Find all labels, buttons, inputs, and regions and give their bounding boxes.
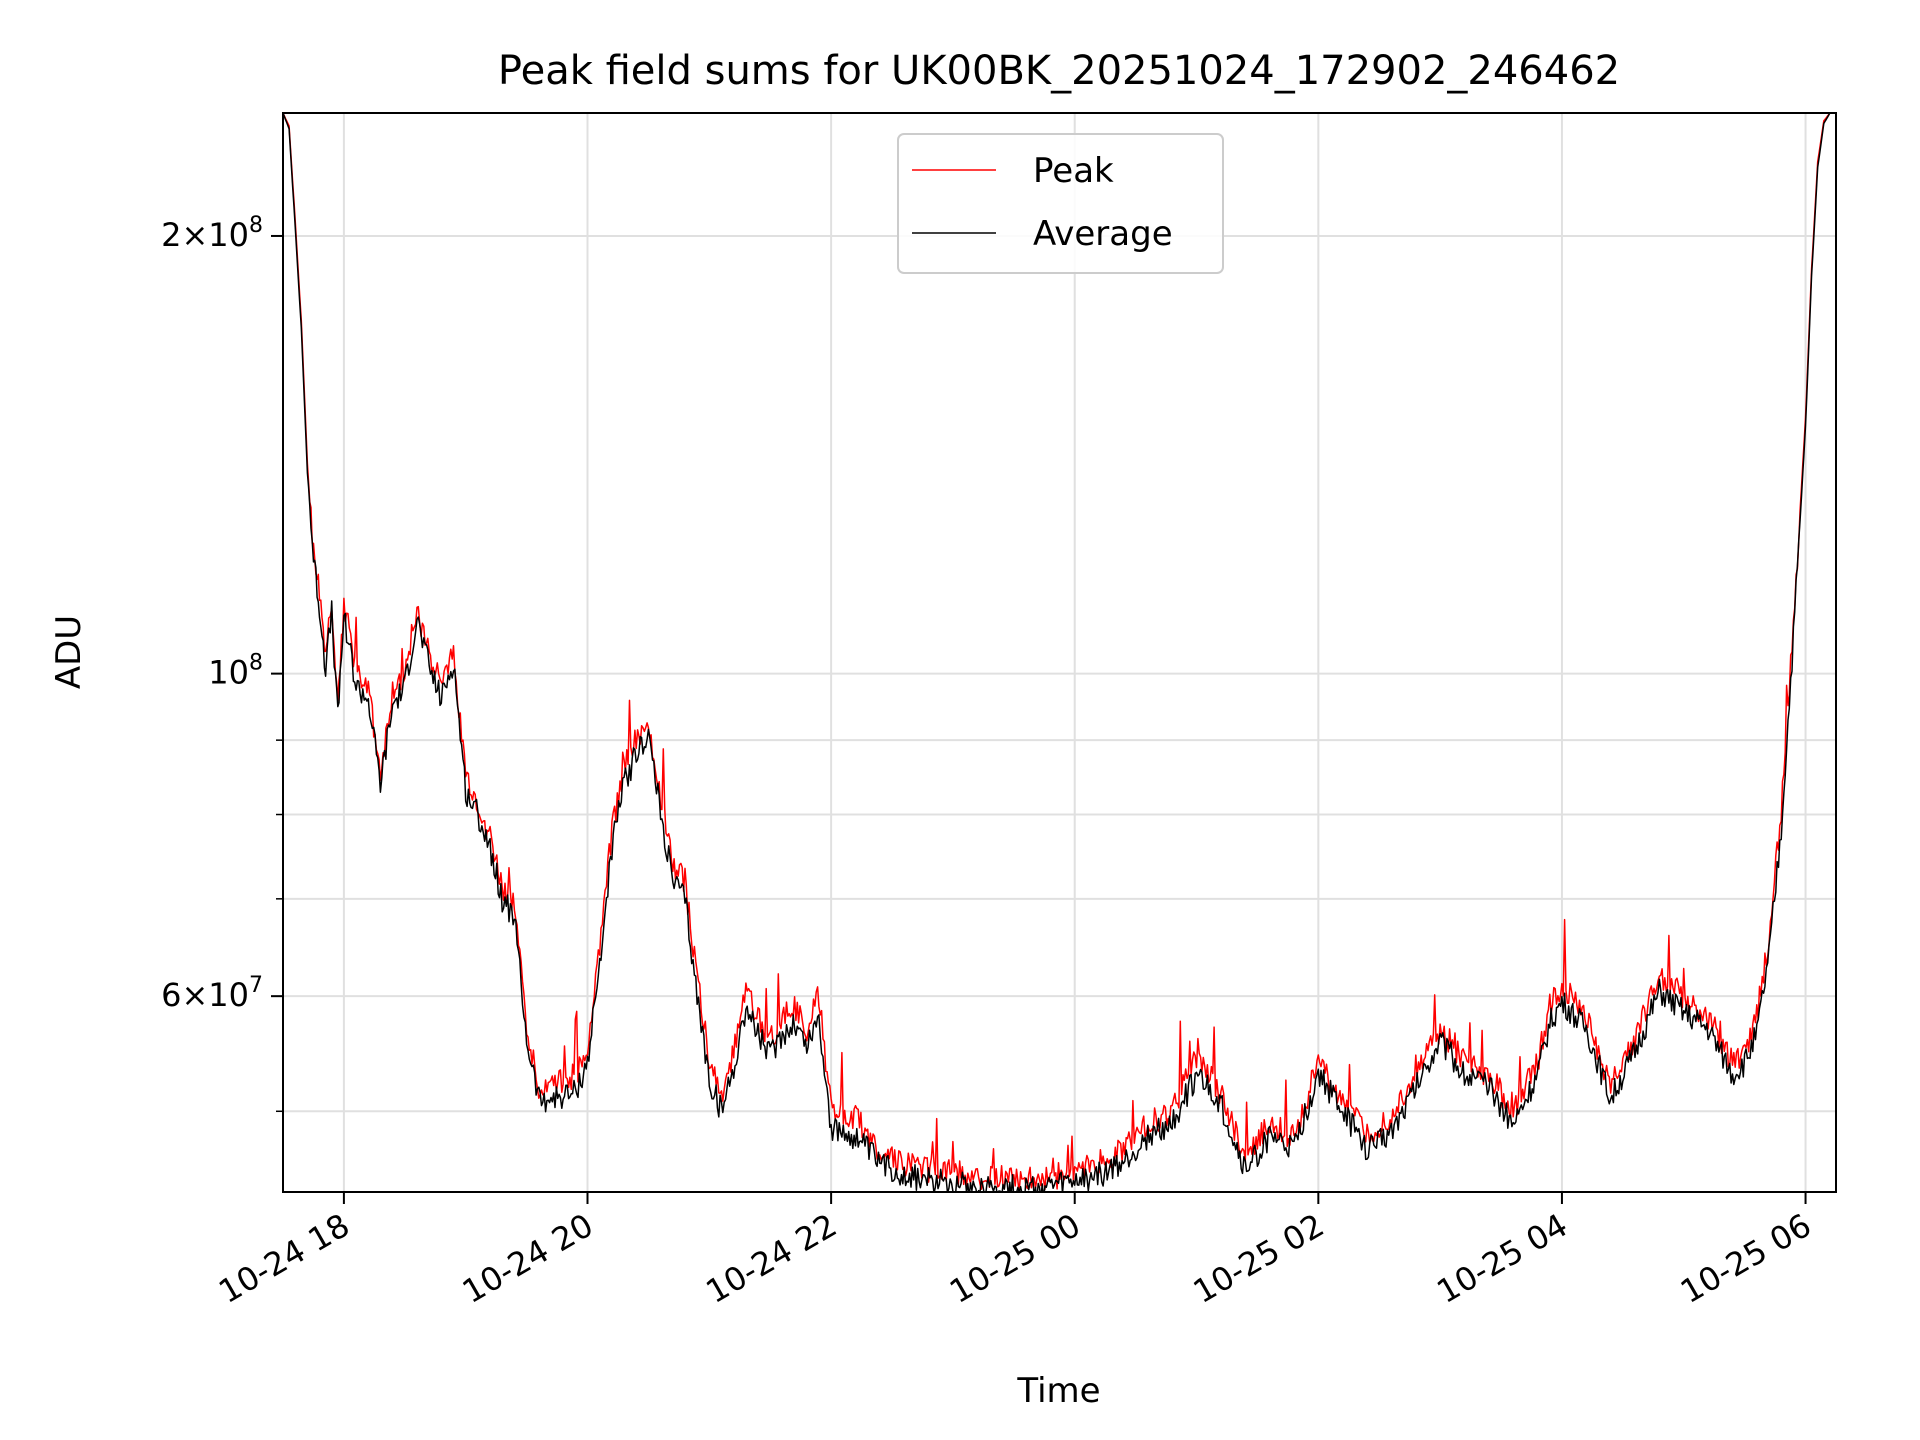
chart-title: Peak field sums for UK00BK_20251024_1729…: [498, 48, 1620, 94]
legend-box: [897, 133, 1224, 274]
x-axis-label: Time: [1016, 1371, 1100, 1411]
series-lines: [283, 113, 1836, 1192]
legend: Peak Average: [897, 133, 1224, 274]
grid: [283, 113, 1836, 1192]
y-axis-label: ADU: [49, 615, 89, 689]
y-tick-label: 108: [208, 651, 263, 692]
legend-label-average: Average: [1033, 214, 1173, 254]
plot-frame: [282, 112, 1837, 1193]
legend-label-peak: Peak: [1033, 151, 1114, 191]
y-axis-ticks: 2×108 108 6×107: [161, 213, 283, 1113]
y-tick-label: 6×107: [161, 973, 263, 1014]
y-tick-label: 2×108: [161, 213, 263, 254]
series-line-average: [283, 113, 1836, 1192]
